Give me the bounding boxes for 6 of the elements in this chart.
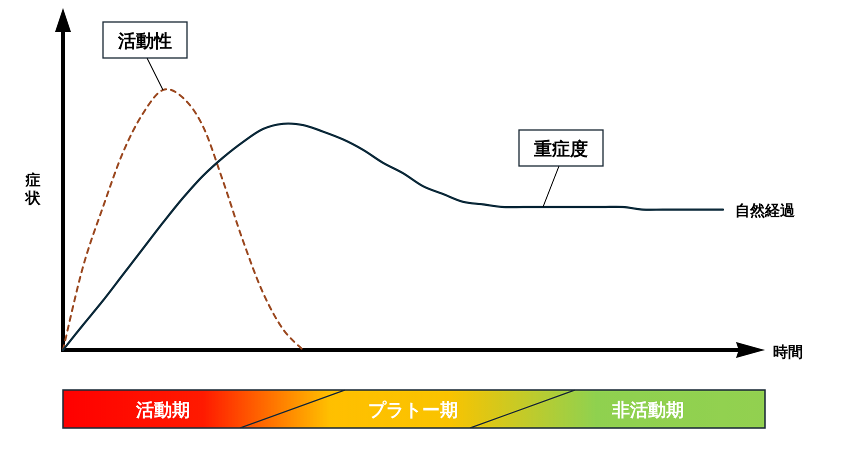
text: 非活動期 (611, 400, 684, 421)
text: 活動期 (135, 400, 190, 421)
text: 自然経過 (735, 202, 796, 220)
text: プラトー期 (368, 400, 458, 421)
y-axis-title: 症状 (24, 171, 42, 207)
x-axis-title: 時間 (773, 343, 803, 361)
